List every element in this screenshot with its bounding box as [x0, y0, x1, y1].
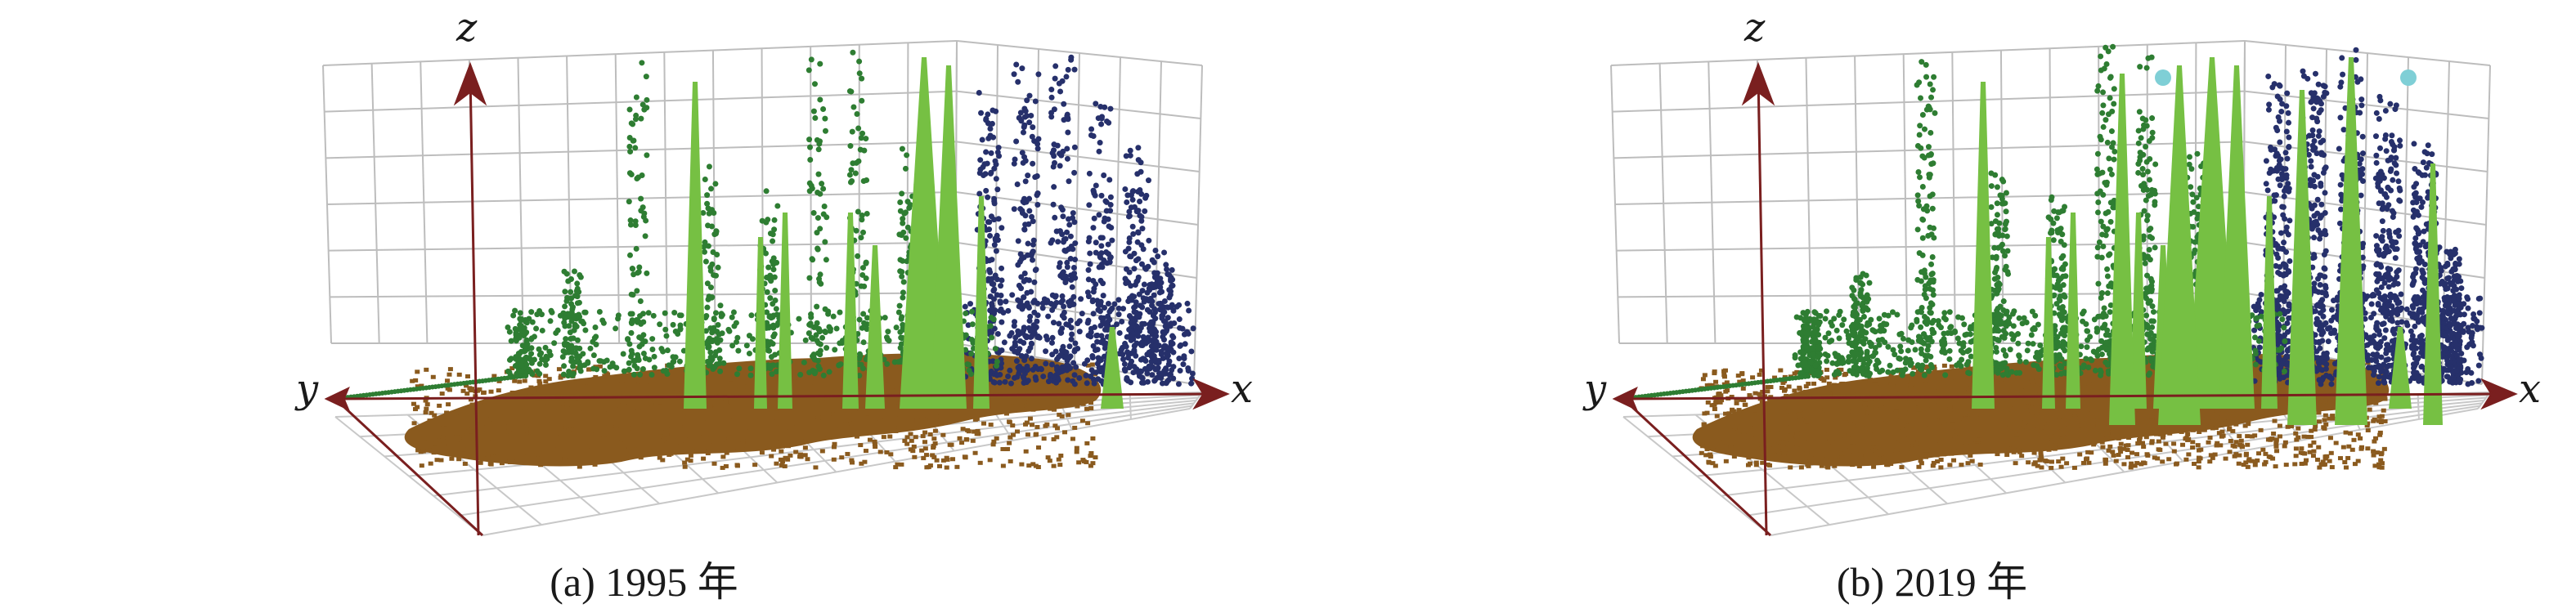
- panel-caption: (a) 1995 年: [550, 559, 738, 605]
- axes: [1612, 61, 2518, 537]
- x-axis-label: x: [2519, 366, 2541, 412]
- scatter-series-navy: [962, 54, 1196, 387]
- scatter-series-light-green: [684, 57, 1124, 409]
- z-axis-label: z: [456, 5, 478, 51]
- z-axis-label: z: [1744, 5, 1766, 51]
- axes: [324, 61, 1230, 537]
- scatter-plot-3d: z x y: [294, 5, 1253, 537]
- x-axis-label: x: [1231, 366, 1253, 412]
- scatter-series-cyan: [2155, 69, 2417, 86]
- grid-lines: [1610, 40, 2491, 385]
- axis-labels: z x y: [1582, 5, 2541, 412]
- panel-caption: (b) 2019 年: [1836, 559, 2028, 605]
- scatter-plot-3d: z x y: [1582, 5, 2541, 537]
- scatter-series-light-green: [1972, 57, 2443, 425]
- panel-b: z x y (b) 2019 年: [1288, 0, 2576, 613]
- y-axis-label: y: [1582, 366, 1607, 412]
- y-axis-label: y: [294, 366, 319, 412]
- panel-a: z x y (a) 1995 年: [294, 5, 1253, 605]
- axis-labels: z x y: [294, 5, 1253, 412]
